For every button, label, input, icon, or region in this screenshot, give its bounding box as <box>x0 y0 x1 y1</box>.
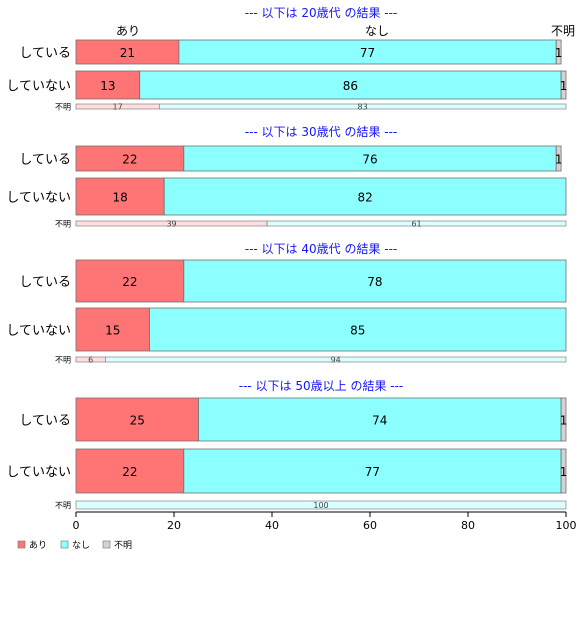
legend-swatch <box>102 540 111 549</box>
data-label: 21 <box>120 46 135 60</box>
unknown-bar-segment <box>105 356 567 363</box>
unknown-data-label: 6 <box>88 356 93 365</box>
unknown-data-label: 83 <box>358 103 368 112</box>
bar-segment <box>75 397 199 442</box>
bar-segment <box>178 39 557 65</box>
bar-segment <box>560 70 567 100</box>
unknown-bar-segment <box>75 500 567 510</box>
column-label: あり <box>116 24 140 38</box>
bar-segment <box>163 177 567 216</box>
legend-label: 不明 <box>114 540 132 551</box>
x-tick-label: 0 <box>73 519 80 532</box>
bar-segment <box>555 145 562 172</box>
bar-segment <box>183 145 557 172</box>
data-label: 85 <box>350 324 365 338</box>
data-label: 22 <box>122 465 137 479</box>
bar-segment <box>149 307 567 352</box>
row-label: している <box>19 153 71 168</box>
row-label: していない <box>6 324 71 339</box>
data-label: 1 <box>560 414 568 428</box>
bar-segment <box>75 259 185 303</box>
data-label: 1 <box>560 465 568 479</box>
data-label: 22 <box>122 153 137 167</box>
bar-segment <box>75 39 180 65</box>
row-label: している <box>19 46 71 61</box>
data-label: 25 <box>130 414 145 428</box>
unknown-bar-segment <box>159 103 567 110</box>
bar-segment <box>75 307 150 352</box>
bar-segment <box>555 39 562 65</box>
x-tick-label: 60 <box>363 519 377 532</box>
group-title: --- 以下は 30歳代 の結果 --- <box>245 125 398 139</box>
bar-segment <box>560 448 567 494</box>
x-tick-label: 40 <box>265 519 279 532</box>
data-label: 74 <box>372 414 387 428</box>
bar-segment <box>183 259 567 303</box>
row-label: していない <box>6 191 71 206</box>
unknown-data-label: 39 <box>166 220 176 229</box>
unknown-data-label: 100 <box>313 501 328 510</box>
unknown-data-label: 61 <box>411 220 421 229</box>
legend-label: あり <box>29 540 47 551</box>
column-label: なし <box>365 24 389 38</box>
group-title: --- 以下は 50歳以上 の結果 --- <box>239 379 404 393</box>
legend-swatch <box>17 540 26 549</box>
unknown-row-label: 不明 <box>55 356 71 365</box>
data-label: 78 <box>367 275 382 289</box>
bar-segment <box>560 397 567 442</box>
data-label: 86 <box>343 79 358 93</box>
unknown-row-label: 不明 <box>55 103 71 112</box>
x-tick-label: 100 <box>556 519 577 532</box>
group-title: --- 以下は 20歳代 の結果 --- <box>245 6 398 20</box>
data-label: 1 <box>560 79 568 93</box>
data-label: 77 <box>360 46 375 60</box>
data-label: 76 <box>362 153 377 167</box>
row-label: していない <box>6 465 71 480</box>
bar-segment <box>183 448 562 494</box>
bar-segment <box>75 145 185 172</box>
data-label: 15 <box>105 324 120 338</box>
group-title: --- 以下は 40歳代 の結果 --- <box>245 242 398 256</box>
unknown-row-label: 不明 <box>55 501 71 510</box>
legend-label: なし <box>72 540 90 551</box>
data-label: 1 <box>555 153 563 167</box>
row-label: していない <box>6 79 71 94</box>
data-label: 13 <box>100 79 115 93</box>
row-label: している <box>19 275 71 290</box>
unknown-row-label: 不明 <box>55 220 71 229</box>
x-tick-label: 80 <box>461 519 475 532</box>
unknown-data-label: 17 <box>113 103 123 112</box>
bar-segment <box>198 397 562 442</box>
x-tick-label: 20 <box>167 519 181 532</box>
unknown-bar-segment <box>266 220 567 227</box>
data-label: 22 <box>122 275 137 289</box>
bar-segment <box>75 448 185 494</box>
data-label: 1 <box>555 46 563 60</box>
legend-swatch <box>60 540 69 549</box>
data-label: 18 <box>112 191 127 205</box>
data-label: 77 <box>365 465 380 479</box>
data-label: 82 <box>357 191 372 205</box>
column-label: 不明 <box>551 24 575 38</box>
unknown-data-label: 94 <box>331 356 341 365</box>
row-label: している <box>19 414 71 429</box>
